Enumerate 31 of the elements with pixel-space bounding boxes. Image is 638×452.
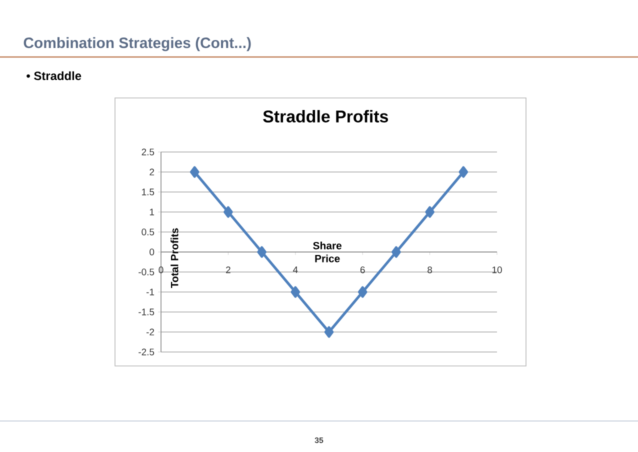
point [358,286,368,298]
y-tick-label: 1.5 [142,188,154,196]
y-tick-label: -0.5 [138,268,154,276]
point [257,246,266,258]
y-tick-label: 0.5 [142,228,154,236]
text: Combination Strategies (Cont...) [24,37,251,52]
x-tick-label: 4 [292,266,298,274]
point [190,166,200,178]
chart-title: Straddle Profits [263,110,388,122]
point [458,166,468,178]
y-tick-label: -2.5 [138,348,154,356]
y-axis-title: Total Profits [170,228,178,288]
text: • Straddle [26,71,82,80]
y-tick-label: -1.5 [138,308,154,316]
x-tick-label: 6 [360,266,365,274]
x-tick-label: 2 [226,266,230,274]
point [425,206,434,218]
y-tick-label: 0 [150,248,154,256]
y-tick-label: -1 [146,288,154,296]
x-tick-label: 10 [492,266,502,274]
point [290,286,300,298]
point [324,326,334,338]
y-tick-label: 2 [150,168,154,176]
x-axis-title: Share Price [313,242,342,262]
x-tick-label: 8 [428,266,432,274]
point [224,206,233,218]
y-tick-label: 1 [150,208,154,216]
point [392,246,401,258]
x-tick-label: 0 [158,266,164,274]
y-tick-label: 2.5 [142,148,154,156]
y-tick-label: -2 [146,328,154,336]
